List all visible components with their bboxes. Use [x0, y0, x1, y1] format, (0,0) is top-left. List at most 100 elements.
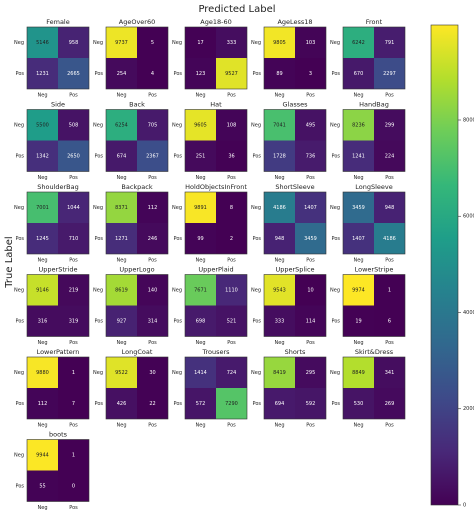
subplot-frame: [184, 109, 248, 172]
cell-label: 9974: [352, 288, 365, 294]
subplot-frame: [26, 26, 90, 90]
subplot-title: UpperPlaid: [198, 266, 233, 274]
cell-label: 112: [38, 401, 48, 407]
heatmap-cell: [295, 140, 326, 172]
heatmap-cell: [264, 223, 295, 254]
x-tick-label: Neg: [275, 175, 285, 181]
heatmap-cell: [343, 140, 374, 172]
heatmap-cell: [216, 192, 247, 223]
cell-label: 6254: [115, 123, 128, 129]
cell-label: 958: [69, 40, 79, 46]
subplot-frame: [105, 191, 169, 255]
cell-label: 948: [385, 205, 395, 211]
heatmap-cell: [343, 223, 374, 254]
y-tick-label: Pos: [94, 154, 103, 160]
heatmap-cell: [295, 357, 326, 388]
heatmap-cell: [343, 58, 374, 89]
heatmap-cell: [185, 223, 216, 254]
subplot-frame: [184, 274, 248, 337]
heatmap-cell: [185, 274, 216, 306]
x-tick-label: Pos: [148, 175, 157, 181]
heatmap-cell: [137, 305, 168, 337]
x-tick-label: Neg: [196, 93, 206, 99]
heatmap-cell: [343, 305, 374, 337]
x-tick-label: Pos: [385, 340, 394, 346]
y-tick-label: Pos: [252, 71, 261, 77]
y-axis-title: True Label: [4, 236, 15, 288]
y-tick-label: Pos: [331, 154, 340, 160]
y-tick-label: Pos: [331, 401, 340, 407]
heatmap-cell: [216, 109, 247, 141]
cell-label: 269: [385, 401, 395, 407]
x-tick-label: Neg: [117, 340, 127, 346]
colorbar-tick-label: 6000: [463, 214, 474, 220]
subplot-title: UpperSplice: [275, 266, 314, 274]
heatmap-cell: [264, 27, 295, 58]
cell-label: 5500: [36, 123, 49, 129]
x-tick-label: Neg: [354, 340, 364, 346]
x-tick-label: Pos: [227, 340, 236, 346]
cell-label: 9944: [36, 453, 49, 459]
heatmap-cell: [27, 439, 58, 471]
cell-label: 333: [275, 319, 285, 325]
cell-label: 36: [228, 154, 234, 160]
y-tick-label: Neg: [172, 288, 182, 294]
y-tick-label: Neg: [14, 40, 24, 46]
subplot-title: AgeLess18: [277, 18, 312, 26]
subplot-frame: [105, 356, 169, 420]
cell-label: 736: [306, 154, 316, 160]
colorbar: [430, 24, 459, 506]
y-tick-label: Neg: [93, 40, 103, 46]
subplot-title: Age18-60: [200, 18, 231, 26]
chart-title: Predicted Label: [198, 4, 275, 15]
heatmap-cell: [106, 109, 137, 141]
subplot-title: LongSleeve: [355, 183, 393, 191]
heatmap-cell: [137, 388, 168, 419]
heatmap-cell: [374, 274, 405, 306]
cell-label: 670: [354, 71, 364, 77]
colorbar-tick-label: 2000: [463, 406, 474, 412]
heatmap-cell: [58, 58, 89, 89]
cell-label: 1110: [225, 288, 238, 294]
y-tick-label: Neg: [93, 205, 103, 211]
x-tick-label: Pos: [148, 340, 157, 346]
x-tick-label: Pos: [227, 175, 236, 181]
heatmap-cell: [264, 388, 295, 419]
y-tick-label: Pos: [15, 401, 24, 407]
y-tick-label: Neg: [93, 288, 103, 294]
x-tick-label: Pos: [227, 258, 236, 264]
cell-label: 791: [385, 40, 395, 46]
cell-label: 89: [276, 71, 282, 77]
heatmap-cell: [27, 58, 58, 89]
x-tick-label: Pos: [148, 258, 157, 264]
cell-label: 3459: [352, 205, 365, 211]
heatmap-cell: [374, 305, 405, 337]
cell-label: 495: [306, 123, 316, 129]
heatmap-cell: [374, 223, 405, 254]
subplot-frame: [263, 26, 327, 90]
subplot-frame: [263, 109, 327, 172]
cell-label: 9605: [194, 123, 207, 129]
y-tick-label: Pos: [15, 484, 24, 490]
subplot-frame: [105, 109, 169, 172]
heatmap-cell: [185, 192, 216, 223]
heatmap-cell: [106, 357, 137, 388]
subplot-title: ShoulderBag: [37, 183, 79, 191]
heatmap-cell: [58, 27, 89, 58]
heatmap-cell: [295, 27, 326, 58]
cell-label: 592: [306, 401, 316, 407]
y-tick-label: Pos: [15, 154, 24, 160]
heatmap-cell: [295, 388, 326, 419]
x-tick-label: Pos: [227, 423, 236, 429]
y-tick-label: Neg: [172, 370, 182, 376]
cell-label: 219: [69, 288, 79, 294]
cell-label: 694: [275, 401, 285, 407]
cell-label: 2665: [67, 71, 80, 77]
cell-label: 4186: [273, 205, 286, 211]
subplot-frame: [26, 109, 90, 172]
x-tick-label: Neg: [38, 175, 48, 181]
y-tick-label: Pos: [94, 71, 103, 77]
cell-label: 224: [385, 154, 395, 160]
subplot-title: Trousers: [201, 348, 230, 356]
cell-label: 333: [227, 40, 237, 46]
